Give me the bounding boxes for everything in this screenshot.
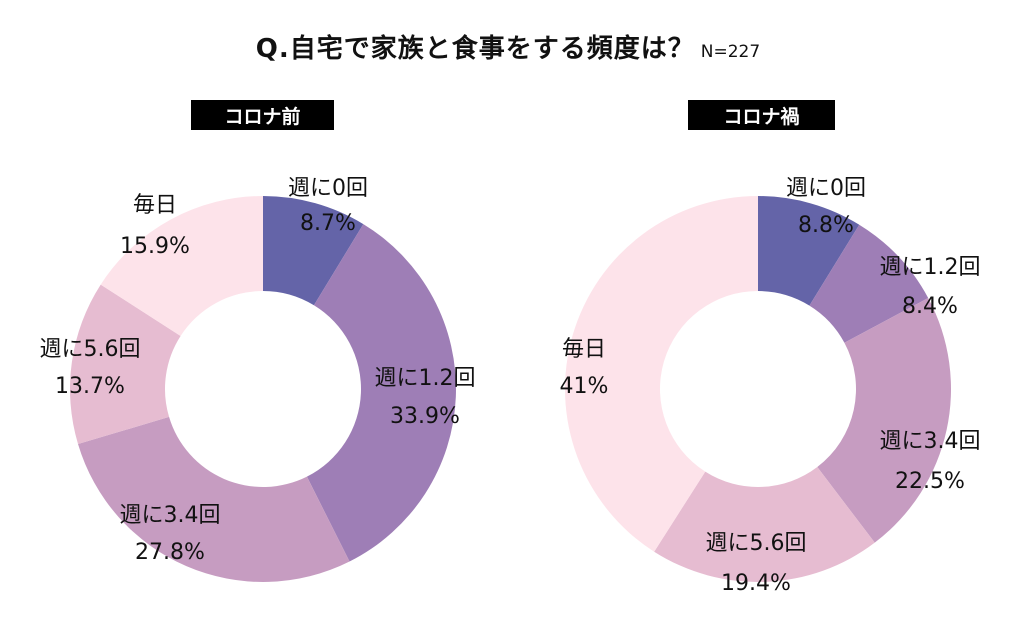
- donut-1-slice-4-value-label: 41%: [560, 374, 609, 399]
- donut-0-slice-3: [70, 284, 181, 445]
- donut-1-slice-1-value-label: 8.4%: [902, 294, 958, 319]
- donut-0-slice-2-value-label: 27.8%: [135, 540, 205, 565]
- donut-1-slice-1: [809, 224, 929, 343]
- donut-0-slice-3-label: 週に5.6回: [40, 337, 141, 362]
- donut-1-slice-3-label: 週に5.6回: [706, 531, 807, 556]
- donut-1-slice-2-label: 週に3.4回: [880, 429, 981, 454]
- donut-1-slice-4-label: 毎日: [562, 337, 606, 362]
- chart-title-during: コロナ禍: [688, 100, 835, 130]
- donut-1-slice-2-value-label: 22.5%: [895, 469, 965, 494]
- donut-1-slice-0-label: 週に0回: [786, 176, 866, 201]
- chart-title: Q.自宅で家族と食事をする頻度は？ N=227: [0, 28, 1016, 65]
- chart-title-before: コロナ前: [191, 100, 334, 130]
- donut-0-slice-1-label: 週に1.2回: [375, 366, 476, 391]
- donut-0-slice-0-label: 週に0回: [288, 176, 368, 201]
- donut-1-slice-2: [817, 297, 951, 543]
- chart-title-text: Q.自宅で家族と食事をする頻度は？: [255, 34, 695, 64]
- sample-size: N=227: [700, 42, 761, 62]
- donut-0-slice-1-value-label: 33.9%: [390, 404, 460, 429]
- donut-1-slice-4: [565, 196, 758, 552]
- donut-0-slice-4-value-label: 15.9%: [120, 234, 190, 259]
- donut-0-slice-3-value-label: 13.7%: [55, 374, 125, 399]
- donut-0-slice-4-label: 毎日: [133, 193, 177, 218]
- donut-1-slice-3-value-label: 19.4%: [721, 571, 791, 596]
- donut-0-slice-2: [78, 416, 350, 582]
- donut-1-slice-1-label: 週に1.2回: [880, 255, 981, 280]
- donut-0-slice-1: [306, 224, 456, 562]
- donut-1-slice-0-value-label: 8.8%: [798, 213, 854, 238]
- donut-1-slice-3: [654, 467, 875, 583]
- donut-0-slice-0-value-label: 8.7%: [300, 211, 356, 236]
- donut-0-slice-4: [100, 196, 263, 336]
- donut-0-slice-2-label: 週に3.4回: [120, 503, 221, 528]
- donut-0-slice-0: [263, 196, 364, 306]
- donut-1-slice-0: [758, 196, 860, 306]
